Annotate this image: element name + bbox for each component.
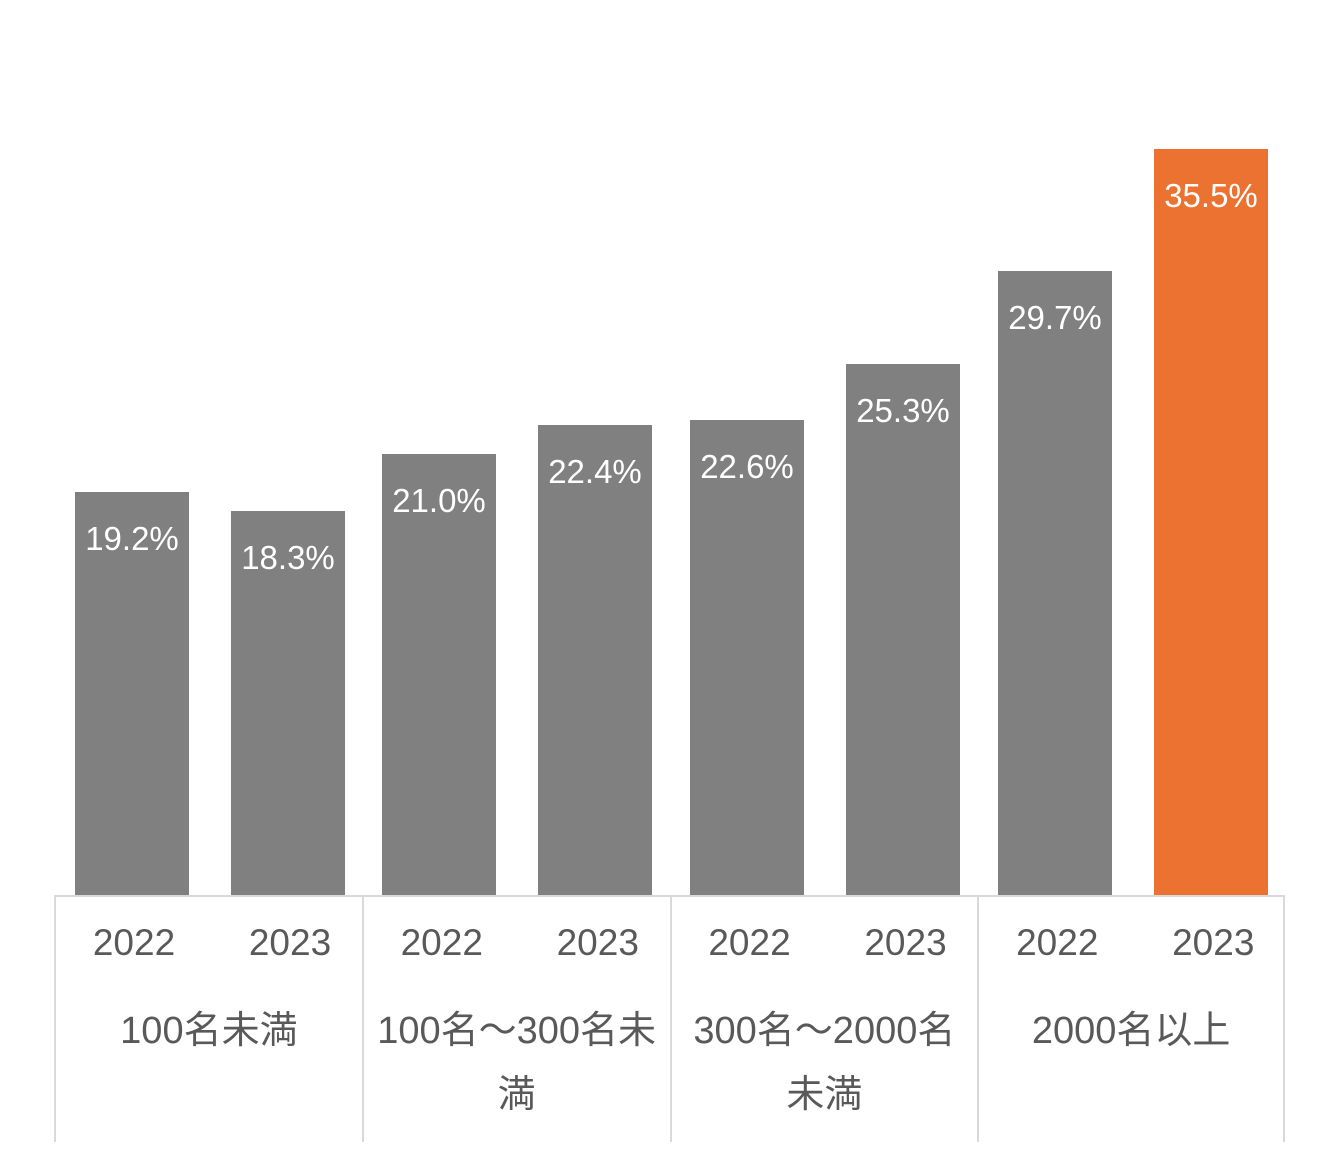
bar-2022-group3: 22.6% [690, 420, 804, 895]
axis-group-cell: 2022 2023 100名〜300名未満 [361, 897, 670, 1142]
axis-group-cell: 2022 2023 100名未満 [54, 897, 362, 1142]
x-tick-year-label: 2023 [864, 922, 947, 963]
x-axis-group-label: 300名〜2000名未満 [693, 1010, 956, 1116]
x-axis-group-label: 100名未満 [120, 1010, 298, 1052]
bar-value-label: 21.0% [392, 482, 486, 519]
bar-value-label: 22.6% [700, 448, 794, 485]
bar-value-label: 35.5% [1164, 177, 1258, 214]
bar-2022-group1: 19.2% [75, 492, 189, 895]
x-axis-group-label: 2000名以上 [1031, 1010, 1231, 1052]
x-axis-group-label: 100名〜300名未満 [377, 1010, 657, 1116]
bar-value-label: 18.3% [241, 539, 335, 576]
x-tick-year-label: 2022 [92, 922, 176, 963]
bar-2022-group4: 29.7% [998, 271, 1112, 895]
x-tick-year-label: 2023 [556, 922, 639, 963]
bar-2022-group2: 21.0% [382, 454, 496, 895]
x-axis-table: 2022 2023 100名未満 2022 2023 100名〜300名未満 2022 202… [54, 895, 1285, 1142]
bar-2023-group3: 25.3% [846, 364, 960, 895]
bar-value-label: 22.4% [548, 453, 642, 490]
x-tick-year-label: 2023 [1172, 922, 1255, 963]
bar-value-label: 25.3% [856, 392, 950, 429]
axis-group-cell: 2022 2023 2000名以上 [977, 897, 1285, 1142]
x-tick-year-label: 2022 [1016, 922, 1099, 963]
bar-2023-group4: 35.5% [1154, 149, 1268, 895]
bar-2023-group2: 22.4% [538, 425, 652, 895]
axis-group-cell: 2022 2023 300名〜2000名未満 [669, 897, 978, 1142]
bar-2023-group1: 18.3% [231, 511, 345, 895]
x-tick-year-label: 2023 [248, 922, 332, 963]
x-tick-year-label: 2022 [400, 922, 483, 963]
x-tick-year-label: 2022 [708, 922, 791, 963]
bar-value-label: 19.2% [85, 520, 179, 557]
bar-value-label: 29.7% [1008, 299, 1102, 336]
